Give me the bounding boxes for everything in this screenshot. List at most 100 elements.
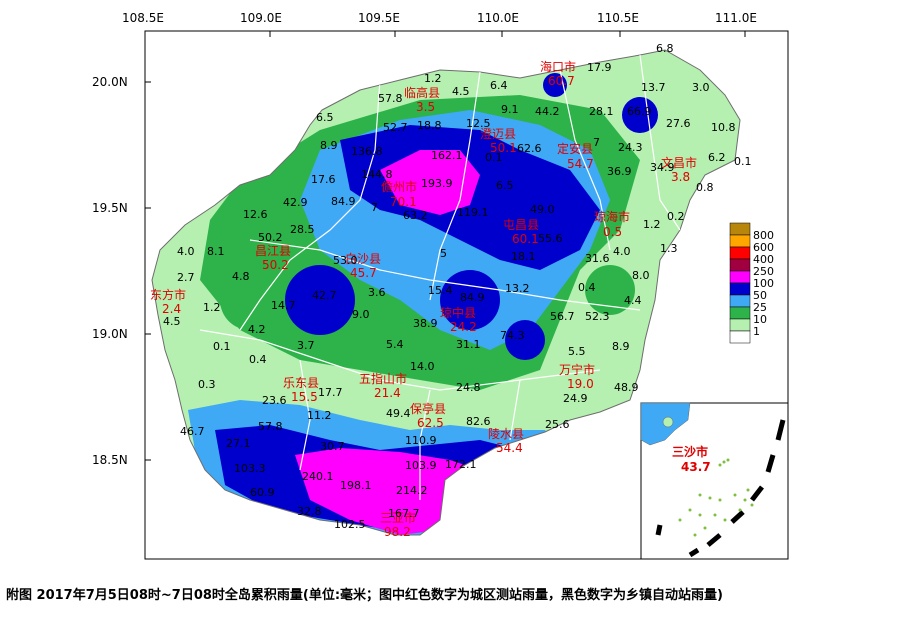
town-value: 0.3 <box>198 378 216 391</box>
town-value: 4.8 <box>232 270 250 283</box>
city-value: 50.1 <box>490 141 517 155</box>
lon-label-1100: 110.0E <box>477 11 519 25</box>
town-value: 0.4 <box>578 281 596 294</box>
town-value: 24.3 <box>618 141 643 154</box>
town-value: 4.2 <box>248 323 266 336</box>
town-value: 167.7 <box>388 507 420 520</box>
figure-caption: 附图 2017年7月5日08时~7日08时全岛累积雨量(单位:毫米；图中红色数字… <box>6 588 724 603</box>
town-value: 34.9 <box>650 161 675 174</box>
town-value: 193.9 <box>421 177 453 190</box>
town-value: 44.2 <box>535 105 560 118</box>
city-name: 五指山市 <box>359 371 407 386</box>
city-value: 15.5 <box>291 390 318 404</box>
town-value: 4.4 <box>624 294 642 307</box>
town-value: 144.8 <box>361 168 393 181</box>
city-name: 保亭县 <box>410 401 446 416</box>
town-value: 8.1 <box>207 245 225 258</box>
town-value: 8.9 <box>320 139 338 152</box>
town-value: 13.7 <box>641 81 666 94</box>
legend-swatch <box>729 330 751 344</box>
town-value: 7 <box>371 201 378 214</box>
town-value: 9.1 <box>501 103 519 116</box>
town-value: 3.7 <box>297 339 315 352</box>
city-labels: 海口市 60.7 临高县 3.5 澄迈县 50.1 定安县 54.7 文昌市 3… <box>150 59 711 539</box>
legend-swatch <box>729 234 751 248</box>
town-value: 50.2 <box>258 231 283 244</box>
legend-label: 800 <box>753 229 774 242</box>
town-value: 48.9 <box>614 381 639 394</box>
town-value: 30.7 <box>320 440 345 453</box>
town-value: 0.1 <box>734 155 752 168</box>
legend-swatch <box>729 294 751 308</box>
city-value: 43.7 <box>681 460 711 474</box>
town-value: 24.8 <box>456 381 481 394</box>
legend-label: 25 <box>753 301 767 314</box>
city-name: 儋州市 <box>381 179 417 194</box>
city-value: 50.2 <box>262 258 289 272</box>
city-value: 98.2 <box>384 525 411 539</box>
town-value: 103.3 <box>234 462 266 475</box>
town-value: 10.8 <box>711 121 736 134</box>
lon-label-1090: 109.0E <box>240 11 282 25</box>
town-value: 56.7 <box>550 310 575 323</box>
city-name: 三沙市 <box>672 444 708 459</box>
town-value: 162.1 <box>431 149 463 162</box>
town-value: 4.0 <box>613 245 631 258</box>
town-values: 1.2 4.5 6.4 17.9 6.8 57.8 13.7 3.0 6.5 5… <box>163 42 752 531</box>
town-value: 14.7 <box>271 299 296 312</box>
town-value: 27.6 <box>666 117 691 130</box>
city-name: 东方市 <box>150 287 186 302</box>
town-value: 1.3 <box>660 242 678 255</box>
town-value: 55.6 <box>538 232 563 245</box>
legend-swatch <box>729 222 751 236</box>
city-name: 文昌市 <box>661 155 697 170</box>
town-value: 3.6 <box>368 286 386 299</box>
town-value: 38.9 <box>413 317 438 330</box>
town-value: 31.6 <box>585 252 610 265</box>
town-value: 1.2 <box>424 72 442 85</box>
town-value: 4.5 <box>163 315 181 328</box>
town-value: 52.3 <box>585 310 610 323</box>
lat-label-195: 19.5N <box>92 201 128 215</box>
legend-swatch <box>729 282 751 296</box>
lat-label-185: 18.5N <box>92 453 128 467</box>
city-name: 临高县 <box>404 85 440 100</box>
town-value: 0.4 <box>249 353 267 366</box>
town-value: 4.5 <box>452 85 470 98</box>
legend-swatch <box>729 246 751 260</box>
town-value: 6.4 <box>490 79 508 92</box>
town-value: 14.0 <box>410 360 435 373</box>
town-value: 84.9 <box>331 195 356 208</box>
legend-label: 400 <box>753 253 774 266</box>
lon-label-1085: 108.5E <box>122 11 164 25</box>
town-value: 4.0 <box>177 245 195 258</box>
lon-label-1095: 109.5E <box>358 11 400 25</box>
town-value: 5.4 <box>386 338 404 351</box>
town-value: 12.6 <box>243 208 268 221</box>
town-value: 136.8 <box>351 145 383 158</box>
legend-swatch <box>729 258 751 272</box>
city-value: 19.0 <box>567 377 594 391</box>
legend-label: 100 <box>753 277 774 290</box>
town-value: 8.0 <box>632 269 650 282</box>
legend-swatch <box>729 318 751 332</box>
town-value: 62.6 <box>517 142 542 155</box>
town-value: 42.7 <box>312 289 337 302</box>
town-value: 28.5 <box>290 223 315 236</box>
city-value: 0.5 <box>603 225 622 239</box>
legend-swatch <box>729 306 751 320</box>
city-name: 昌江县 <box>255 244 291 258</box>
town-value: 103.9 <box>405 459 437 472</box>
town-value: 28.1 <box>589 105 614 118</box>
town-value: 240.1 <box>302 470 334 483</box>
town-value: 5 <box>440 247 447 260</box>
town-value: 23.6 <box>262 394 287 407</box>
town-value: 57.8 <box>378 92 403 105</box>
town-value: 18.1 <box>511 250 536 263</box>
town-value: 9.0 <box>352 308 370 321</box>
town-value: 6.5 <box>496 179 514 192</box>
lon-label-1105: 110.5E <box>597 11 639 25</box>
town-value: 53.0 <box>333 254 358 267</box>
town-value: 49.0 <box>530 203 555 216</box>
